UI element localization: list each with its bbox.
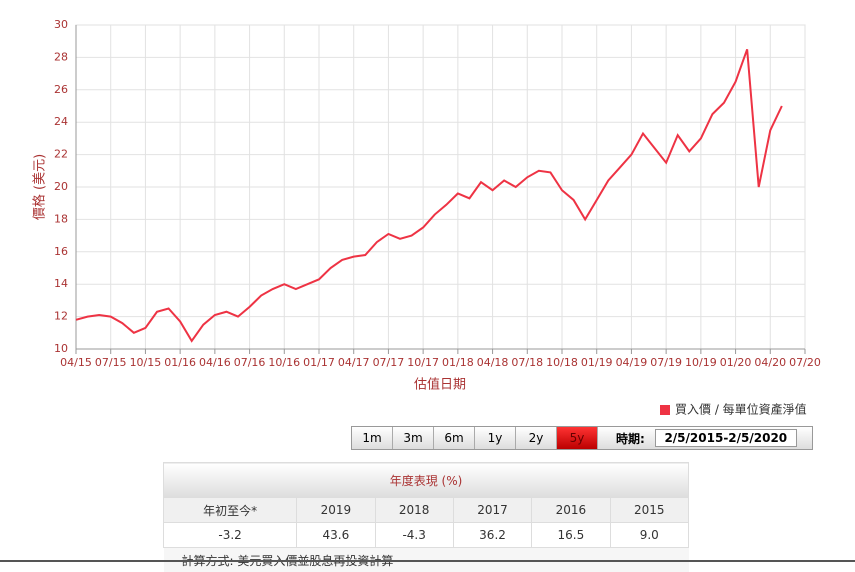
x-axis-title: 估值日期 — [414, 377, 466, 393]
range-button[interactable]: 1m — [352, 427, 393, 449]
x-tick-label: 07/20 — [789, 356, 821, 369]
x-tick-label: 01/20 — [720, 356, 752, 369]
x-tick-label: 10/18 — [546, 356, 578, 369]
legend-swatch — [660, 405, 670, 415]
y-tick-label: 20 — [54, 180, 68, 193]
y-tick-label: 12 — [54, 310, 68, 323]
x-tick-label: 07/19 — [650, 356, 682, 369]
x-tick-label: 04/18 — [477, 356, 509, 369]
y-tick-label: 14 — [54, 277, 68, 290]
cell: -3.2 — [164, 523, 297, 548]
chart: 估值日期 價格 (美元) 10 12 14 16 18 20 22 24 26 28 30 04/15… — [0, 0, 855, 460]
cell: 2019 — [297, 498, 375, 523]
y-tick-label: 16 — [54, 245, 68, 258]
cell: 43.6 — [297, 523, 375, 548]
legend-label: 買入價 / 每單位資產淨值 — [675, 402, 807, 417]
y-tick-label: 24 — [54, 115, 68, 128]
x-tick-label: 01/17 — [303, 356, 335, 369]
x-tick-label: 01/16 — [164, 356, 196, 369]
x-tick-label: 07/15 — [95, 356, 127, 369]
cell: 2015 — [610, 498, 688, 523]
period: 時期: 2/5/2015-2/5/2020 — [598, 427, 812, 449]
x-tick-label: 04/20 — [754, 356, 786, 369]
y-tick-label: 30 — [54, 18, 68, 31]
x-tick-label: 04/19 — [616, 356, 648, 369]
x-tick-label: 10/16 — [268, 356, 300, 369]
range-button[interactable]: 3m — [393, 427, 434, 449]
cell: 2018 — [375, 498, 453, 523]
x-tick-label: 01/18 — [442, 356, 474, 369]
y-tick-label: 18 — [54, 212, 68, 225]
x-tick-label: 04/16 — [199, 356, 231, 369]
range-button[interactable]: 5y — [557, 427, 598, 449]
x-tick-label: 07/17 — [373, 356, 405, 369]
cell: 36.2 — [453, 523, 531, 548]
x-tick-label: 04/17 — [338, 356, 370, 369]
cell: 2016 — [532, 498, 610, 523]
x-tick-label: 10/17 — [407, 356, 439, 369]
x-tick-label: 07/18 — [511, 356, 543, 369]
y-tick-label: 10 — [54, 342, 68, 355]
x-tick-label: 07/16 — [234, 356, 266, 369]
x-tick-label: 10/19 — [685, 356, 717, 369]
cell: -4.3 — [375, 523, 453, 548]
x-tick-label: 04/15 — [60, 356, 92, 369]
cell: 9.0 — [610, 523, 688, 548]
y-axis-title: 價格 (美元) — [32, 154, 48, 220]
cell: 2017 — [453, 498, 531, 523]
x-tick-label: 10/15 — [130, 356, 162, 369]
cell: 16.5 — [532, 523, 610, 548]
divider — [0, 560, 855, 562]
period-label: 時期: — [616, 430, 645, 447]
cell: 年初至今* — [164, 498, 297, 523]
y-tick-label: 26 — [54, 83, 68, 96]
y-tick-label: 22 — [54, 148, 68, 161]
table-title: 年度表現 (%) — [164, 463, 689, 498]
x-tick-label: 01/19 — [581, 356, 613, 369]
range-button[interactable]: 1y — [475, 427, 516, 449]
range-button[interactable]: 6m — [434, 427, 475, 449]
period-input[interactable]: 2/5/2015-2/5/2020 — [655, 429, 797, 447]
y-tick-label: 28 — [54, 50, 68, 63]
range-button[interactable]: 2y — [516, 427, 557, 449]
